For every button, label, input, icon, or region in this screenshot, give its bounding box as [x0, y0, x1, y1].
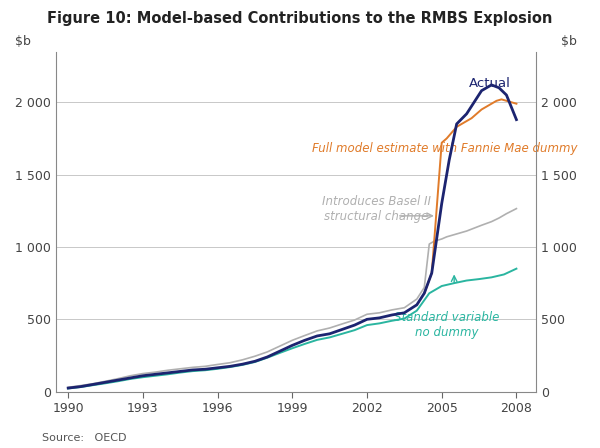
- Text: Introduces Basel II
structural change: Introduces Basel II structural change: [322, 195, 431, 224]
- Text: Standard variable
no dummy: Standard variable no dummy: [394, 310, 499, 339]
- Text: Actual: Actual: [469, 77, 511, 90]
- Text: Full model estimate with Fannie Mae dummy: Full model estimate with Fannie Mae dumm…: [312, 142, 578, 155]
- Text: Source:   OECD: Source: OECD: [42, 433, 127, 443]
- Text: Figure 10: Model-based Contributions to the RMBS Explosion: Figure 10: Model-based Contributions to …: [47, 11, 553, 26]
- Text: $b: $b: [15, 35, 31, 48]
- Text: $b: $b: [562, 35, 577, 48]
